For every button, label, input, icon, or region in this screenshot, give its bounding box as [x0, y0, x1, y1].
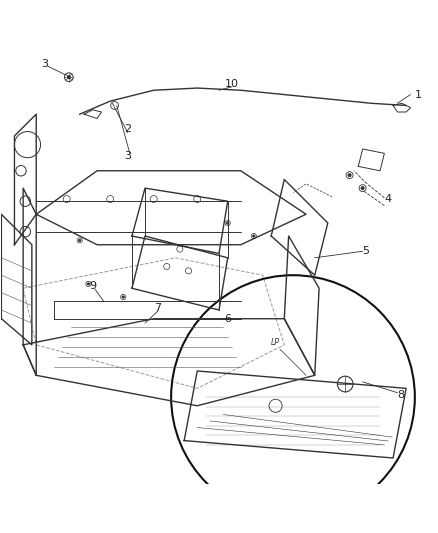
Text: 10: 10: [225, 79, 239, 88]
Text: 9: 9: [89, 281, 96, 291]
Circle shape: [253, 235, 254, 237]
Circle shape: [88, 283, 89, 285]
Text: 4: 4: [385, 194, 392, 204]
Circle shape: [67, 76, 70, 78]
Text: 7: 7: [155, 303, 162, 313]
Circle shape: [122, 296, 124, 298]
Text: 5: 5: [363, 246, 370, 256]
Circle shape: [361, 187, 364, 189]
Circle shape: [227, 222, 229, 224]
Text: 1: 1: [415, 90, 422, 100]
Text: 3: 3: [124, 150, 131, 160]
Text: 2: 2: [124, 124, 131, 134]
Circle shape: [79, 239, 81, 241]
Text: LP: LP: [271, 338, 280, 347]
Text: 6: 6: [224, 314, 231, 324]
Text: 8: 8: [397, 390, 405, 400]
Circle shape: [348, 174, 351, 176]
Text: 3: 3: [42, 59, 49, 69]
